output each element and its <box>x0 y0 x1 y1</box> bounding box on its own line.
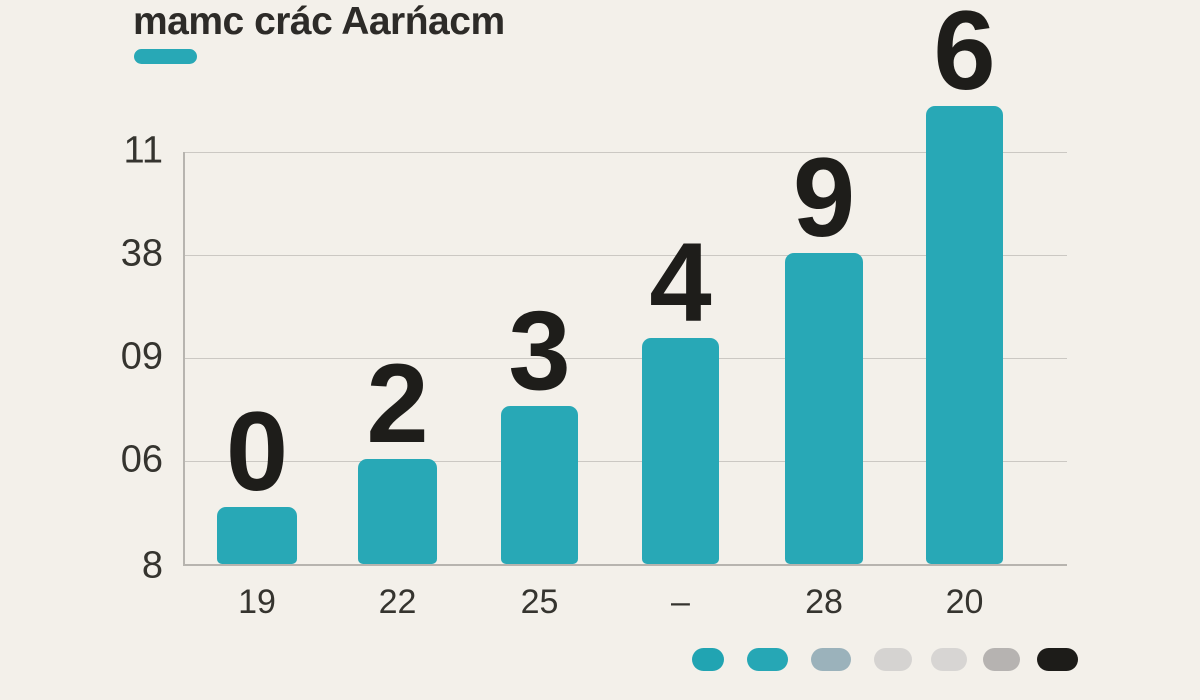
bar-value-label: 3 <box>508 288 571 413</box>
legend-dot-6[interactable] <box>983 648 1020 671</box>
bar-20 <box>926 106 1003 564</box>
x-axis-tick-label: 28 <box>805 583 843 621</box>
y-axis-tick-label: 8 <box>141 544 163 587</box>
bar-value-label: 0 <box>225 389 289 514</box>
legend-dot-3[interactable] <box>811 648 851 671</box>
gridline <box>183 152 1067 153</box>
bar-28 <box>785 253 863 564</box>
y-axis-line <box>183 152 185 564</box>
legend-dot-4[interactable] <box>874 648 912 671</box>
gridline <box>183 461 1067 462</box>
gridline <box>183 255 1067 256</box>
x-axis-tick-label: – <box>671 583 690 621</box>
bar-value-label: 4 <box>649 220 712 345</box>
bar-25 <box>501 406 578 564</box>
gridline <box>183 358 1067 359</box>
bar-– <box>642 338 719 564</box>
bar-value-label: 9 <box>792 135 856 260</box>
x-axis-tick-label: 25 <box>520 583 559 621</box>
chart-title: mamc crác Aarńacm <box>133 0 505 43</box>
x-axis-tick-label: 22 <box>378 583 417 621</box>
y-axis-tick-label: 11 <box>123 129 163 172</box>
bar-value-label: 2 <box>366 341 429 466</box>
y-axis-tick-label: 09 <box>120 335 163 378</box>
legend-dot-1[interactable] <box>692 648 724 671</box>
y-axis-tick-label: 38 <box>120 232 163 275</box>
x-axis-tick-label: 20 <box>945 583 984 621</box>
y-axis-tick-label: 06 <box>120 438 163 481</box>
bar-22 <box>358 459 437 564</box>
legend-dot-2[interactable] <box>747 648 788 671</box>
x-axis-line <box>183 564 1067 566</box>
x-axis-tick-label: 19 <box>238 583 276 621</box>
bar-value-label: 6 <box>933 0 996 113</box>
legend-dot-7[interactable] <box>1037 648 1078 671</box>
title-accent-swatch <box>134 49 197 64</box>
legend-dot-5[interactable] <box>931 648 967 671</box>
bar-19 <box>217 507 297 564</box>
